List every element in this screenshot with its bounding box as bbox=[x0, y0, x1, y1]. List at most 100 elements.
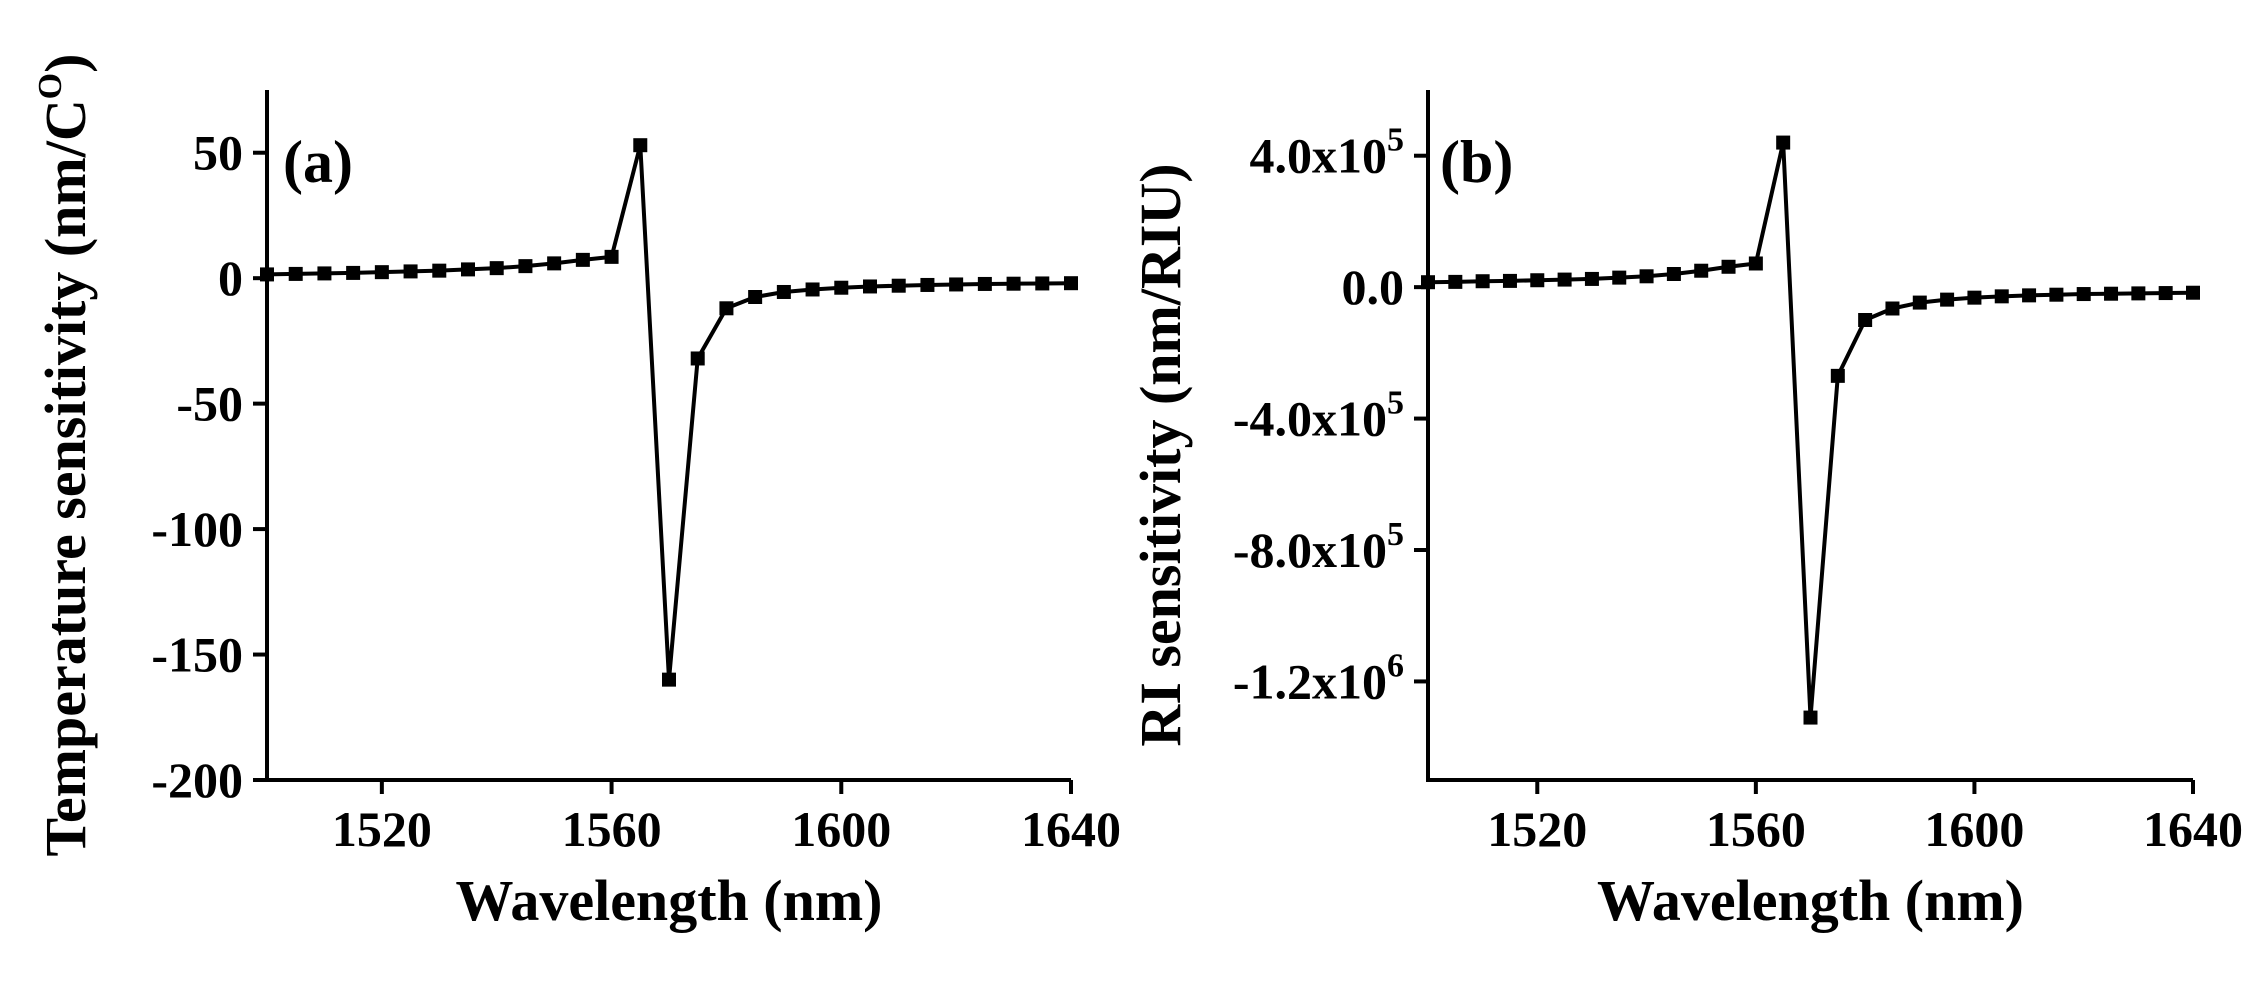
data-point bbox=[461, 262, 475, 277]
data-point bbox=[863, 279, 877, 294]
y-tick-label: 4.0x105 bbox=[1250, 122, 1405, 184]
data-point bbox=[1064, 276, 1078, 291]
data-point bbox=[1803, 710, 1818, 725]
data-point bbox=[374, 265, 389, 280]
data-point bbox=[1006, 276, 1021, 291]
panel-label: (a) bbox=[283, 129, 353, 195]
series-line bbox=[266, 143, 1072, 682]
x-tick-label: 1520 bbox=[1487, 801, 1587, 857]
data-point bbox=[690, 351, 705, 366]
y-axis-title-close: ) bbox=[33, 54, 98, 73]
data-point bbox=[748, 290, 763, 304]
data-point bbox=[920, 277, 935, 292]
data-point bbox=[2158, 286, 2173, 301]
data-point bbox=[432, 263, 447, 278]
data-point bbox=[1639, 269, 1654, 284]
data-point bbox=[2186, 285, 2200, 300]
panel-label: (b) bbox=[1440, 129, 1513, 195]
data-point bbox=[1994, 289, 2009, 304]
data-point bbox=[1448, 274, 1463, 289]
y-tick-exponent: 5 bbox=[1387, 516, 1404, 553]
data-point bbox=[1557, 272, 1572, 287]
y-axis-title-text: RI sensitivity (nm/RIU) bbox=[1128, 163, 1193, 746]
data-point bbox=[719, 301, 734, 316]
x-axis-title: Wavelength (nm) bbox=[456, 868, 883, 933]
y-axis-title: RI sensitivity (nm/RIU) bbox=[1128, 163, 1193, 746]
y-tick-label: 0.0 bbox=[1342, 259, 1405, 315]
data-point bbox=[489, 261, 504, 276]
y-tick-exponent: 5 bbox=[1387, 122, 1404, 159]
y-tick-label: -100 bbox=[151, 501, 243, 557]
y-tick-label: -8.0x105 bbox=[1233, 516, 1404, 578]
y-tick-label: 0 bbox=[218, 250, 243, 306]
y-axis-title: Temperature sensitivity (nm/CO) bbox=[32, 54, 98, 857]
data-point bbox=[518, 259, 533, 274]
data-point bbox=[2104, 286, 2119, 301]
y-tick-exponent: 5 bbox=[1387, 385, 1404, 422]
data-point bbox=[1748, 256, 1763, 271]
data-point bbox=[2131, 286, 2146, 301]
data-point bbox=[260, 267, 274, 282]
data-point bbox=[1666, 267, 1681, 281]
data-point bbox=[1885, 301, 1900, 316]
data-point bbox=[1858, 313, 1873, 327]
data-point bbox=[2076, 287, 2091, 302]
data-point bbox=[977, 276, 992, 291]
y-tick-label: -150 bbox=[151, 627, 243, 683]
data-point bbox=[1612, 270, 1627, 285]
data-point bbox=[2049, 287, 2064, 302]
data-point bbox=[403, 264, 418, 279]
y-tick-label: -4.0x105 bbox=[1233, 385, 1404, 447]
y-tick-mantissa: -4.0x10 bbox=[1233, 391, 1387, 447]
y-tick-exponent: 6 bbox=[1387, 647, 1404, 684]
y-axis-title-text: Temperature sensitivity (nm/C bbox=[33, 99, 98, 856]
y-tick-mantissa: -1.2x10 bbox=[1233, 653, 1387, 709]
y-tick-label: -50 bbox=[176, 376, 243, 432]
y-tick-label: -200 bbox=[151, 752, 243, 808]
y-tick-mantissa: -8.0x10 bbox=[1233, 522, 1387, 578]
data-point bbox=[662, 672, 676, 687]
data-point bbox=[1035, 276, 1050, 291]
x-tick-label: 1640 bbox=[2143, 801, 2243, 857]
data-point bbox=[1530, 273, 1545, 288]
data-point bbox=[1694, 263, 1709, 278]
data-point bbox=[1475, 274, 1490, 289]
data-point bbox=[1830, 368, 1845, 383]
data-point bbox=[949, 277, 964, 292]
data-point bbox=[891, 278, 906, 293]
y-tick-label: 50 bbox=[193, 125, 243, 181]
data-point bbox=[1584, 271, 1599, 286]
x-tick-label: 1560 bbox=[562, 801, 662, 857]
panel-a-temperature-sensitivity: 1520 1560 1600 1640 50 0 -50 -100 -150 -200 Wavele… bbox=[32, 54, 1121, 933]
data-point bbox=[633, 138, 648, 153]
data-point bbox=[834, 280, 849, 295]
data-point bbox=[2022, 288, 2037, 303]
x-tick-label: 1640 bbox=[1021, 801, 1121, 857]
data-point bbox=[604, 249, 619, 264]
data-point bbox=[1912, 295, 1927, 310]
data-point bbox=[1721, 259, 1736, 274]
data-point bbox=[776, 284, 791, 299]
panel-b-ri-sensitivity: 1520 1560 1600 16404.0x1050.0-4.0x105-8.0x1… bbox=[1128, 90, 2243, 933]
data-point bbox=[547, 256, 562, 271]
x-tick-label: 1520 bbox=[332, 801, 432, 857]
x-tick-label: 1600 bbox=[791, 801, 891, 857]
x-tick-label: 1560 bbox=[1706, 801, 1806, 857]
y-axis-title-superscript: O bbox=[32, 73, 69, 99]
y-tick-mantissa: 4.0x10 bbox=[1250, 128, 1388, 184]
x-tick-label: 1600 bbox=[1924, 801, 2024, 857]
data-point bbox=[805, 282, 820, 297]
data-point bbox=[288, 266, 303, 281]
y-tick-mantissa: 0.0 bbox=[1342, 259, 1405, 315]
y-tick-label: -1.2x106 bbox=[1233, 647, 1404, 709]
data-point bbox=[346, 265, 361, 280]
data-point bbox=[1967, 290, 1982, 305]
series-line bbox=[1427, 140, 2194, 720]
x-axis-title: Wavelength (nm) bbox=[1597, 868, 2024, 933]
data-point bbox=[1421, 275, 1435, 290]
data-point bbox=[575, 252, 590, 267]
data-point bbox=[317, 266, 332, 281]
data-point bbox=[1776, 135, 1791, 150]
data-point bbox=[1502, 273, 1517, 288]
